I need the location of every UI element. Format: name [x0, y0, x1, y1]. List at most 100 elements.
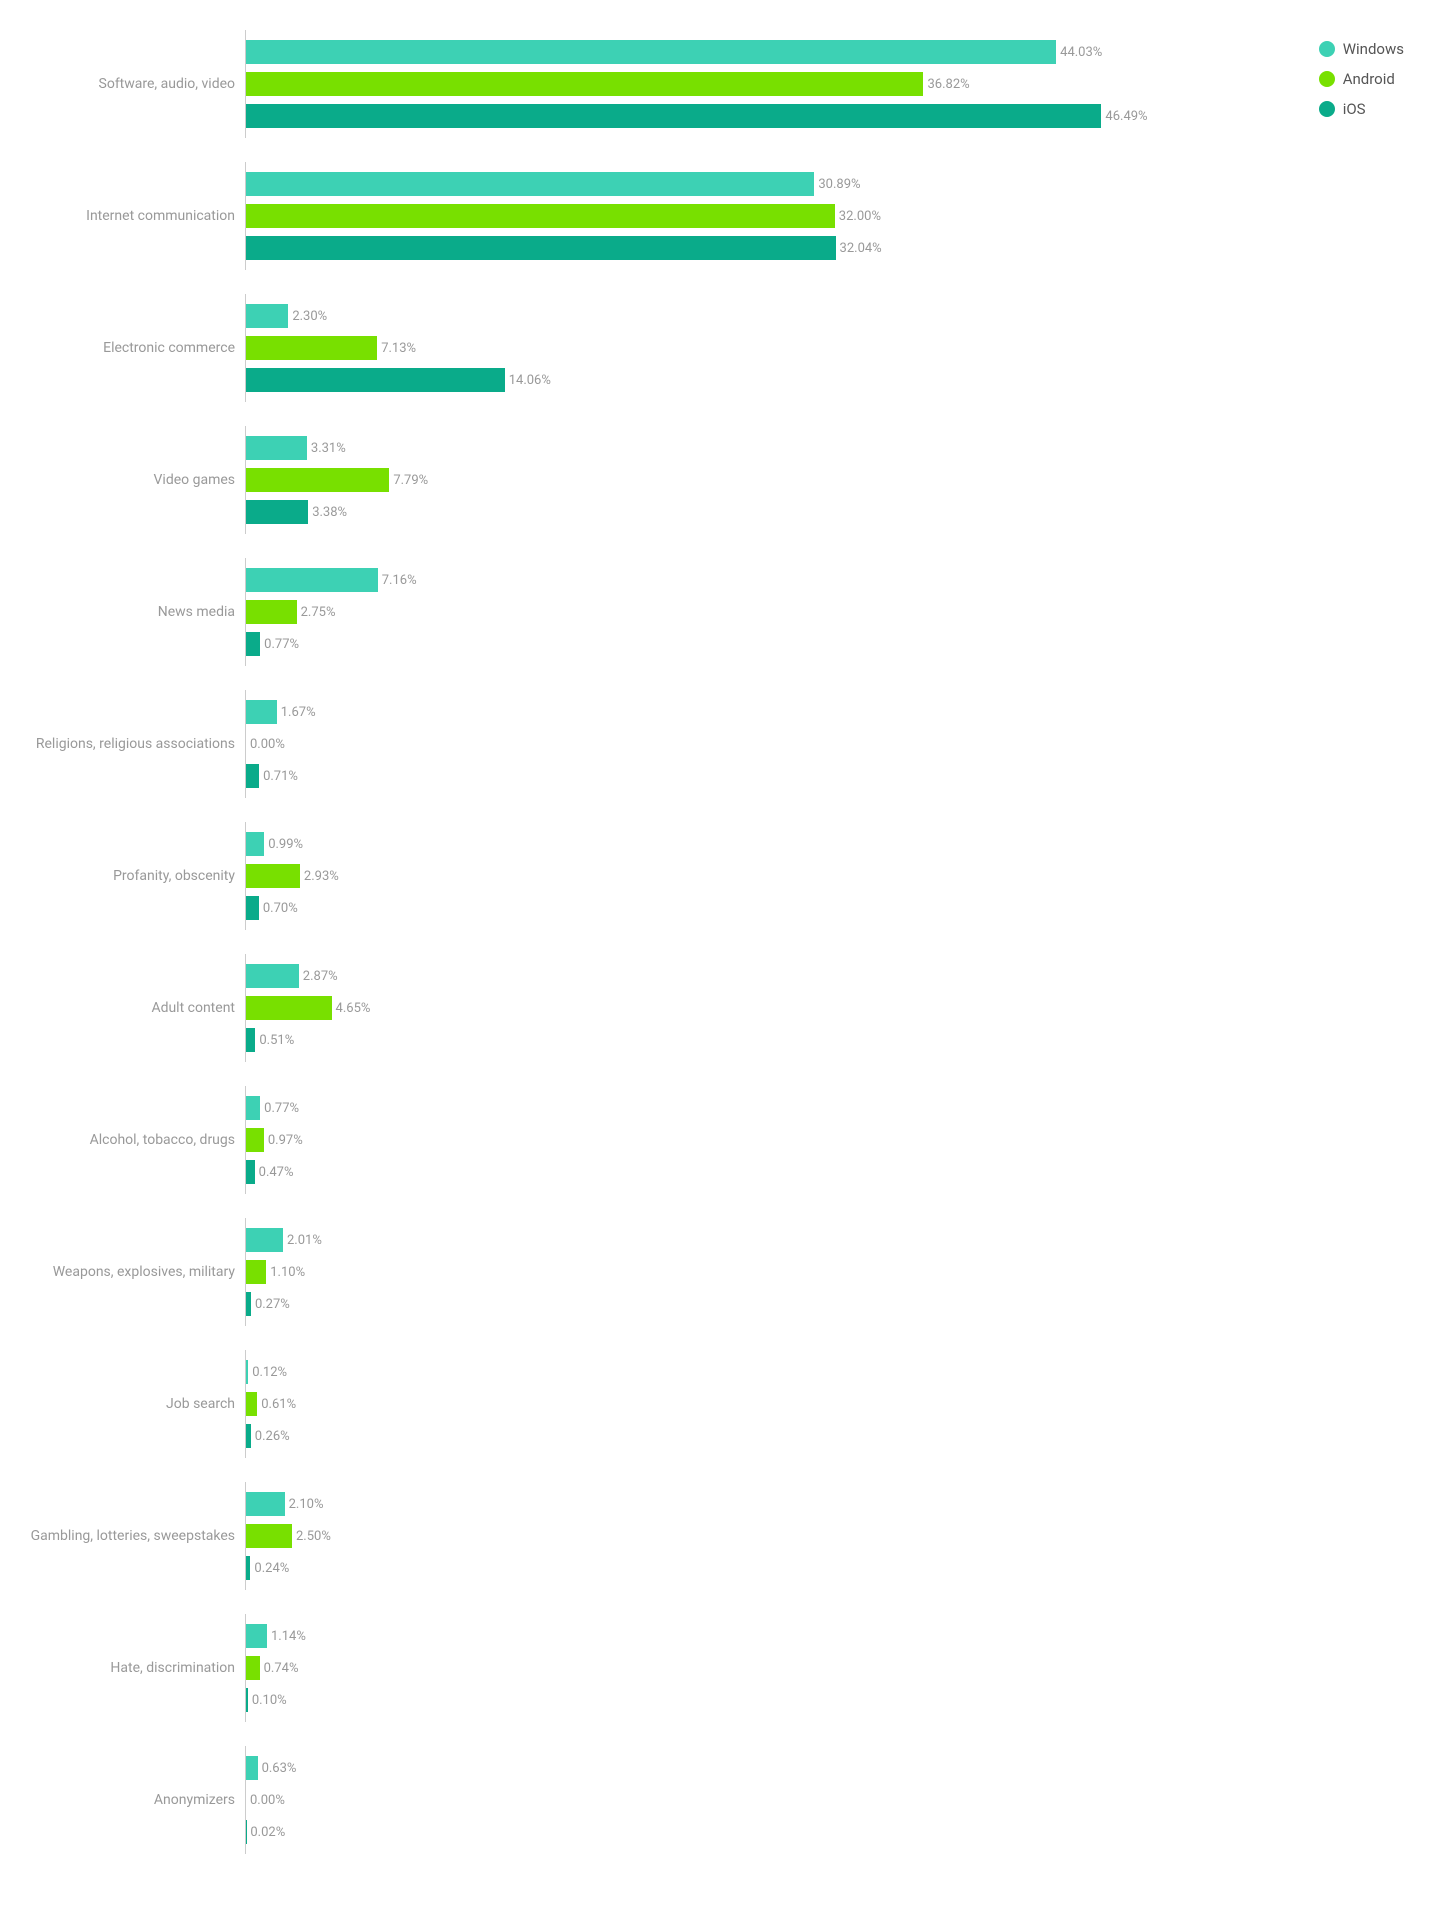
bar-row: 32.00%	[246, 202, 1289, 230]
legend-item-ios: iOS	[1319, 100, 1404, 118]
value-label: 0.99%	[264, 837, 303, 852]
value-label: 0.26%	[251, 1429, 290, 1444]
bar-android	[246, 204, 835, 228]
category-label: Software, audio, video	[30, 76, 245, 92]
category-label: Profanity, obscenity	[30, 868, 245, 884]
bars-column: 44.03%36.82%46.49%	[245, 30, 1289, 138]
bar-windows	[246, 172, 814, 196]
legend-swatch	[1319, 101, 1335, 117]
bars-column: 30.89%32.00%32.04%	[245, 162, 1289, 270]
value-label: 2.50%	[292, 1529, 331, 1544]
bar-row: 3.38%	[246, 498, 1289, 526]
value-label: 2.75%	[297, 605, 336, 620]
bar-row: 0.70%	[246, 894, 1289, 922]
bar-ios	[246, 368, 505, 392]
category-group: Electronic commerce2.30%7.13%14.06%	[30, 294, 1289, 402]
bar-row: 7.16%	[246, 566, 1289, 594]
bars-column: 2.30%7.13%14.06%	[245, 294, 1289, 402]
value-label: 0.97%	[264, 1133, 303, 1148]
bar-row: 2.87%	[246, 962, 1289, 990]
bar-row: 14.06%	[246, 366, 1289, 394]
value-label: 0.70%	[259, 901, 298, 916]
bar-row: 36.82%	[246, 70, 1289, 98]
bar-windows	[246, 1756, 258, 1780]
bars-column: 2.87%4.65%0.51%	[245, 954, 1289, 1062]
bar-android	[246, 1260, 266, 1284]
bar-row: 0.47%	[246, 1158, 1289, 1186]
value-label: 32.04%	[836, 241, 882, 256]
category-group: Hate, discrimination1.14%0.74%0.10%	[30, 1614, 1289, 1722]
value-label: 0.10%	[248, 1693, 287, 1708]
bar-row: 2.01%	[246, 1226, 1289, 1254]
bar-ios	[246, 764, 259, 788]
bar-row: 0.10%	[246, 1686, 1289, 1714]
bar-windows	[246, 568, 378, 592]
bars-column: 1.67% 0.00% 0.71%	[245, 690, 1289, 798]
value-label: 36.82%	[923, 77, 969, 92]
bar-android	[246, 1656, 260, 1680]
bar-windows	[246, 436, 307, 460]
bar-row: 0.97%	[246, 1126, 1289, 1154]
bar-row: 0.26%	[246, 1422, 1289, 1450]
bar-ios	[246, 236, 836, 260]
value-label: 0.61%	[257, 1397, 296, 1412]
category-label: Religions, religious associations	[30, 736, 245, 752]
value-label: 0.74%	[260, 1661, 299, 1676]
value-label: 0.00%	[246, 737, 285, 752]
bar-row: 1.14%	[246, 1622, 1289, 1650]
legend-item-windows: Windows	[1319, 40, 1404, 58]
category-label: Alcohol, tobacco, drugs	[30, 1132, 245, 1148]
bar-android	[246, 336, 377, 360]
legend-swatch	[1319, 71, 1335, 87]
value-label: 3.31%	[307, 441, 346, 456]
category-group: Internet communication30.89%32.00%32.04%	[30, 162, 1289, 270]
category-label: Weapons, explosives, military	[30, 1264, 245, 1280]
category-group: Alcohol, tobacco, drugs0.77%0.97%0.47%	[30, 1086, 1289, 1194]
bar-row: 2.10%	[246, 1490, 1289, 1518]
bar-row: 44.03%	[246, 38, 1289, 66]
value-label: 0.63%	[258, 1761, 297, 1776]
category-group: Video games3.31%7.79%3.38%	[30, 426, 1289, 534]
bar-row: 7.79%	[246, 466, 1289, 494]
value-label: 0.12%	[248, 1365, 287, 1380]
bars-column: 0.99%2.93%0.70%	[245, 822, 1289, 930]
bars-column: 1.14% 0.74% 0.10%	[245, 1614, 1289, 1722]
value-label: 2.10%	[285, 1497, 324, 1512]
bar-row: 1.10%	[246, 1258, 1289, 1286]
bar-row: 0.61%	[246, 1390, 1289, 1418]
bars-column: 0.77%0.97%0.47%	[245, 1086, 1289, 1194]
value-label: 14.06%	[505, 373, 551, 388]
bar-ios	[246, 896, 259, 920]
bar-row: 0.12%	[246, 1358, 1289, 1386]
value-label: 1.14%	[267, 1629, 306, 1644]
bars-column: 0.63%0.00%0.02%	[245, 1746, 1289, 1854]
category-group: Adult content2.87%4.65%0.51%	[30, 954, 1289, 1062]
value-label: 0.51%	[255, 1033, 294, 1048]
bar-android	[246, 1128, 264, 1152]
bar-windows	[246, 832, 264, 856]
legend-label: Windows	[1343, 40, 1404, 58]
value-label: 0.24%	[250, 1561, 289, 1576]
category-label: Gambling, lotteries, sweepstakes	[30, 1528, 245, 1544]
bar-row: 1.67%	[246, 698, 1289, 726]
bar-row: 0.71%	[246, 762, 1289, 790]
legend-swatch	[1319, 41, 1335, 57]
legend-label: Android	[1343, 70, 1395, 88]
bar-windows	[246, 964, 299, 988]
bar-ios	[246, 1160, 255, 1184]
category-group: News media7.16%2.75%0.77%	[30, 558, 1289, 666]
bar-windows	[246, 1624, 267, 1648]
bar-row: 0.27%	[246, 1290, 1289, 1318]
bar-row: 7.13%	[246, 334, 1289, 362]
category-label: Adult content	[30, 1000, 245, 1016]
bar-android	[246, 1524, 292, 1548]
bars-column: 0.12% 0.61% 0.26%	[245, 1350, 1289, 1458]
category-label: News media	[30, 604, 245, 620]
bar-windows	[246, 1492, 285, 1516]
bar-android	[246, 864, 300, 888]
legend-item-android: Android	[1319, 70, 1404, 88]
bar-windows	[246, 700, 277, 724]
value-label: 1.67%	[277, 705, 316, 720]
bars-column: 3.31% 7.79% 3.38%	[245, 426, 1289, 534]
bar-android	[246, 1392, 257, 1416]
